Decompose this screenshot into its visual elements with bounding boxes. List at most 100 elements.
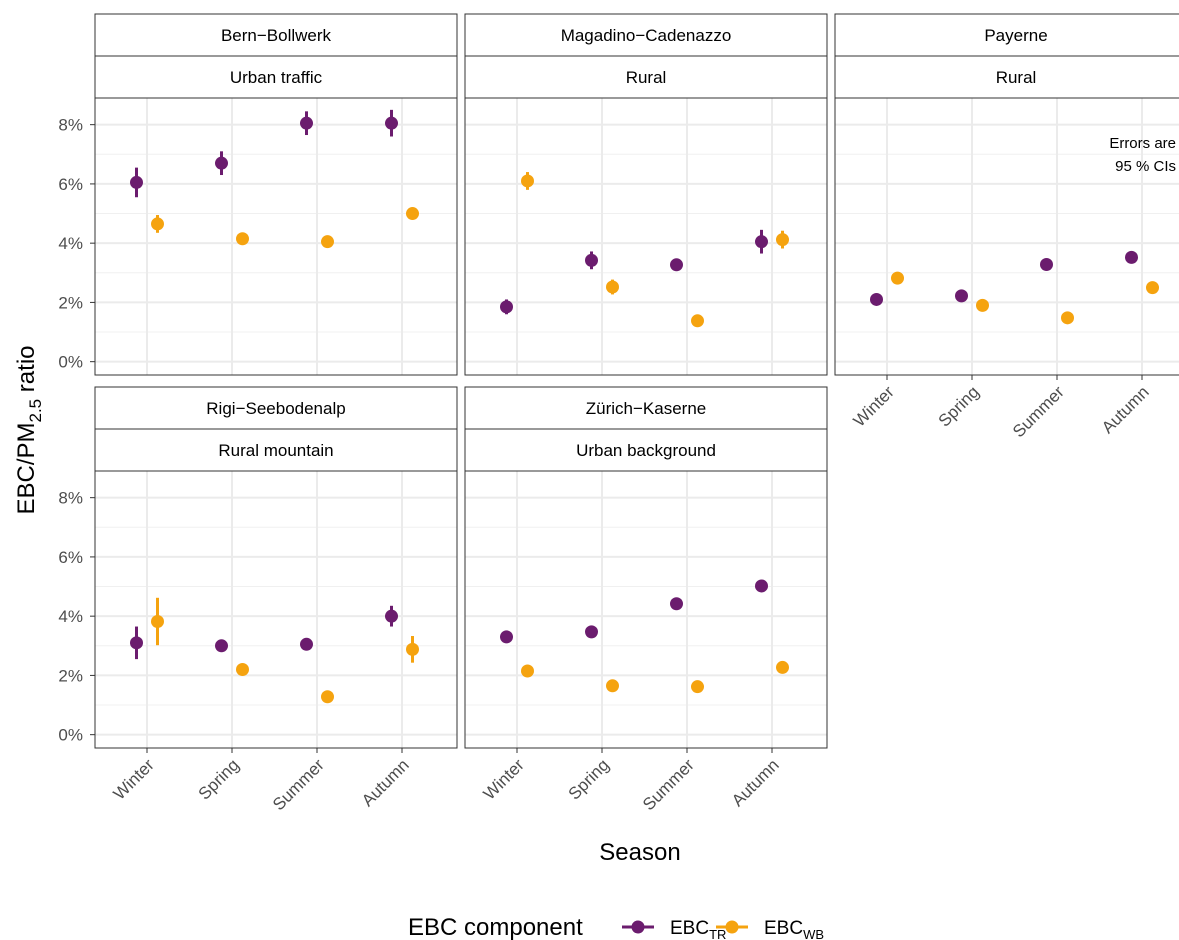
legend-name: EBC <box>764 918 803 939</box>
point <box>130 175 143 189</box>
strip <box>94 55 458 99</box>
point <box>691 314 704 328</box>
annotation: Errors are <box>1109 135 1176 152</box>
point <box>776 660 789 674</box>
point <box>976 298 989 312</box>
y-tick-label: 8% <box>58 489 83 508</box>
point <box>870 292 883 306</box>
facet-subtitle: Urban traffic <box>230 68 323 87</box>
point <box>236 232 249 246</box>
facet-subtitle: Rural mountain <box>218 441 333 460</box>
point <box>521 174 534 188</box>
point <box>891 271 904 285</box>
point <box>521 664 534 678</box>
panel-border <box>94 470 458 749</box>
y-tick-label: 4% <box>58 234 83 253</box>
point <box>300 116 313 130</box>
y-tick-label: 6% <box>58 548 83 567</box>
x-tick-label: Summer <box>639 755 698 814</box>
y-label-text: EBC/PM <box>13 422 40 514</box>
y-tick-label: 0% <box>58 353 83 372</box>
point <box>1125 250 1138 264</box>
point <box>151 217 164 231</box>
facet-title: Zürich−Kaserne <box>586 399 706 418</box>
point <box>215 639 228 653</box>
legend-subscript: WB <box>803 927 824 940</box>
x-tick-label: Winter <box>850 382 898 430</box>
x-tick-label: Spring <box>935 382 983 430</box>
point <box>755 235 768 249</box>
panel-border <box>464 470 828 749</box>
x-tick-label: Winter <box>480 755 528 803</box>
facet-title: Payerne <box>984 26 1047 45</box>
point <box>1146 281 1159 295</box>
annotation: 95 % CIs <box>1115 158 1176 175</box>
point <box>691 680 704 694</box>
point <box>300 637 313 651</box>
legend-subscript: TR <box>709 927 726 940</box>
point <box>755 579 768 593</box>
facet-title: Bern−Bollwerk <box>221 26 332 45</box>
facet-subtitle: Rural <box>996 68 1037 87</box>
y-tick-label: 2% <box>58 293 83 312</box>
x-tick-label: Autumn <box>728 755 783 810</box>
y-axis-label: EBC/PM2.5 ratio <box>13 345 45 514</box>
point <box>385 116 398 130</box>
x-tick-label: Spring <box>565 755 613 803</box>
legend-name: EBC <box>670 918 709 939</box>
point <box>130 636 143 650</box>
facet-subtitle: Urban background <box>576 441 716 460</box>
point <box>406 642 419 656</box>
legend-key-point <box>631 920 645 934</box>
point <box>500 630 513 644</box>
y-tick-label: 2% <box>58 666 83 685</box>
point <box>385 609 398 623</box>
point <box>1061 311 1074 325</box>
x-axis-label: Season <box>599 839 680 866</box>
point <box>406 207 419 221</box>
panel-border <box>94 97 458 376</box>
legend-label: EBCWB <box>764 918 824 940</box>
y-label-subscript: 2.5 <box>26 399 45 423</box>
panel-border <box>834 97 1179 376</box>
strip <box>94 13 458 57</box>
strip <box>464 55 828 99</box>
x-tick-label: Summer <box>1009 382 1068 441</box>
point <box>955 289 968 303</box>
facet-title: Rigi−Seebodenalp <box>206 399 345 418</box>
strip <box>464 13 828 57</box>
y-tick-label: 8% <box>58 116 83 135</box>
point <box>585 625 598 639</box>
facet-subtitle: Rural <box>626 68 667 87</box>
point <box>776 233 789 247</box>
y-label-suffix: ratio <box>13 345 40 398</box>
x-tick-label: Spring <box>195 755 243 803</box>
strip <box>834 13 1179 57</box>
x-tick-label: Autumn <box>1098 382 1153 437</box>
strip <box>464 428 828 472</box>
x-tick-label: Autumn <box>358 755 413 810</box>
point <box>670 597 683 611</box>
point <box>670 258 683 272</box>
point <box>585 253 598 267</box>
point <box>236 662 249 676</box>
strip <box>94 386 458 430</box>
point <box>606 679 619 693</box>
y-tick-label: 6% <box>58 175 83 194</box>
legend-label: EBCTR <box>670 918 726 940</box>
strip <box>834 55 1179 99</box>
point <box>215 156 228 170</box>
point <box>321 235 334 249</box>
point <box>500 300 513 314</box>
point <box>151 614 164 628</box>
y-tick-label: 4% <box>58 607 83 626</box>
point <box>1040 257 1053 271</box>
point <box>321 690 334 704</box>
y-tick-label: 0% <box>58 726 83 745</box>
panel-border <box>464 97 828 376</box>
strip <box>464 386 828 430</box>
facet-title: Magadino−Cadenazzo <box>561 26 732 45</box>
legend-title: EBC component <box>408 914 583 940</box>
x-tick-label: Winter <box>110 755 158 803</box>
